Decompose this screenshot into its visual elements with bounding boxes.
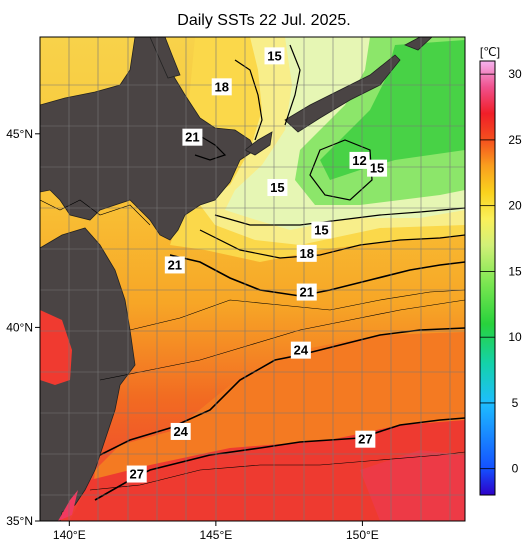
colorbar-tick-label: 30 [508, 67, 522, 81]
lat-tick-label: 45°N [6, 127, 33, 141]
contour-label-text: 21 [185, 130, 199, 145]
colorbar-unit: [℃] [480, 45, 500, 59]
lon-tick-label: 140°E [53, 528, 86, 542]
map-frame [39, 36, 466, 522]
isotherm-thin-b [99, 299, 465, 381]
lon-tick-label: 150°E [346, 528, 379, 542]
contour-label: 24 [290, 341, 311, 359]
isotherm-18 [199, 229, 465, 259]
colorbar-tick-label: 0 [512, 462, 519, 476]
contour-label-text: 15 [270, 180, 284, 195]
isotherm-15-north [284, 44, 301, 126]
contour-label: 27 [126, 465, 147, 483]
contour-label-text: 12 [352, 153, 366, 168]
kuril-kunashir [244, 131, 273, 156]
hokkaido [40, 37, 256, 241]
map-title: Daily SSTs 22 Jul. 2025. [177, 12, 351, 29]
kuril-iturup [284, 54, 401, 133]
contour-label-text: 15 [314, 223, 328, 238]
warm-coastal-strip [40, 310, 72, 385]
contour-label-text: 18 [299, 246, 313, 261]
contour-label: 18 [211, 78, 232, 96]
colorbar-gradient [480, 61, 495, 495]
colorbar-tick-label: 25 [508, 133, 522, 147]
lat-tick-label: 40°N [6, 320, 33, 334]
colorbar [480, 61, 495, 495]
graticule [40, 37, 465, 521]
axis-ticks: 140°E 145°E 150°E 45°N 40°N 35°N [6, 127, 379, 542]
honshu-tohoku [40, 227, 136, 521]
contour-label: 27 [355, 430, 376, 448]
colorbar-tick-label: 5 [512, 396, 519, 410]
colorbar-frame [479, 60, 496, 496]
isotherm-thin-c [129, 289, 465, 331]
colorbar-tick-label: 10 [508, 330, 522, 344]
isotherm-thin-d [89, 451, 465, 491]
isotherm-12 [309, 139, 373, 201]
contour-label: 15 [367, 159, 388, 177]
land [40, 37, 433, 521]
isotherm-24 [99, 327, 465, 456]
contour-label-text: 24 [173, 424, 188, 439]
isotherm-21-west [189, 129, 227, 161]
colorbar-ticks: 30 25 20 15 10 5 0 [480, 67, 522, 476]
contour-label: 15 [311, 221, 332, 239]
sakhalin-tip [149, 37, 181, 79]
kuril-north [404, 37, 433, 51]
isotherm-thin-a [40, 199, 151, 226]
contour-label: 15 [264, 47, 285, 65]
isotherm-15 [214, 207, 465, 226]
contour-label: 18 [296, 244, 317, 262]
contour-label-text: 27 [358, 432, 372, 447]
contour-label-text: 18 [214, 79, 228, 94]
contour-label-text: 21 [168, 257, 182, 272]
contour-label-text: 24 [294, 343, 309, 358]
contour-label-text: 27 [129, 467, 143, 482]
lat-tick-label: 35°N [6, 514, 33, 528]
warm-patch-south [360, 450, 465, 521]
warm-coastal-strip-south [58, 490, 78, 521]
colorbar-tick-label: 20 [508, 199, 522, 213]
lon-tick-label: 145°E [199, 528, 232, 542]
contour-label: 21 [296, 283, 317, 301]
contour-label: 24 [170, 422, 191, 440]
colorbar-tick-label: 15 [508, 264, 522, 278]
contour-label-text: 15 [267, 48, 281, 63]
contour-label: 15 [267, 179, 288, 197]
contour-label: 21 [164, 256, 185, 274]
contour-label: 21 [182, 128, 203, 146]
contour-label-text: 15 [370, 161, 384, 176]
contour-label: 12 [349, 151, 370, 169]
contour-label-text: 21 [299, 285, 313, 300]
